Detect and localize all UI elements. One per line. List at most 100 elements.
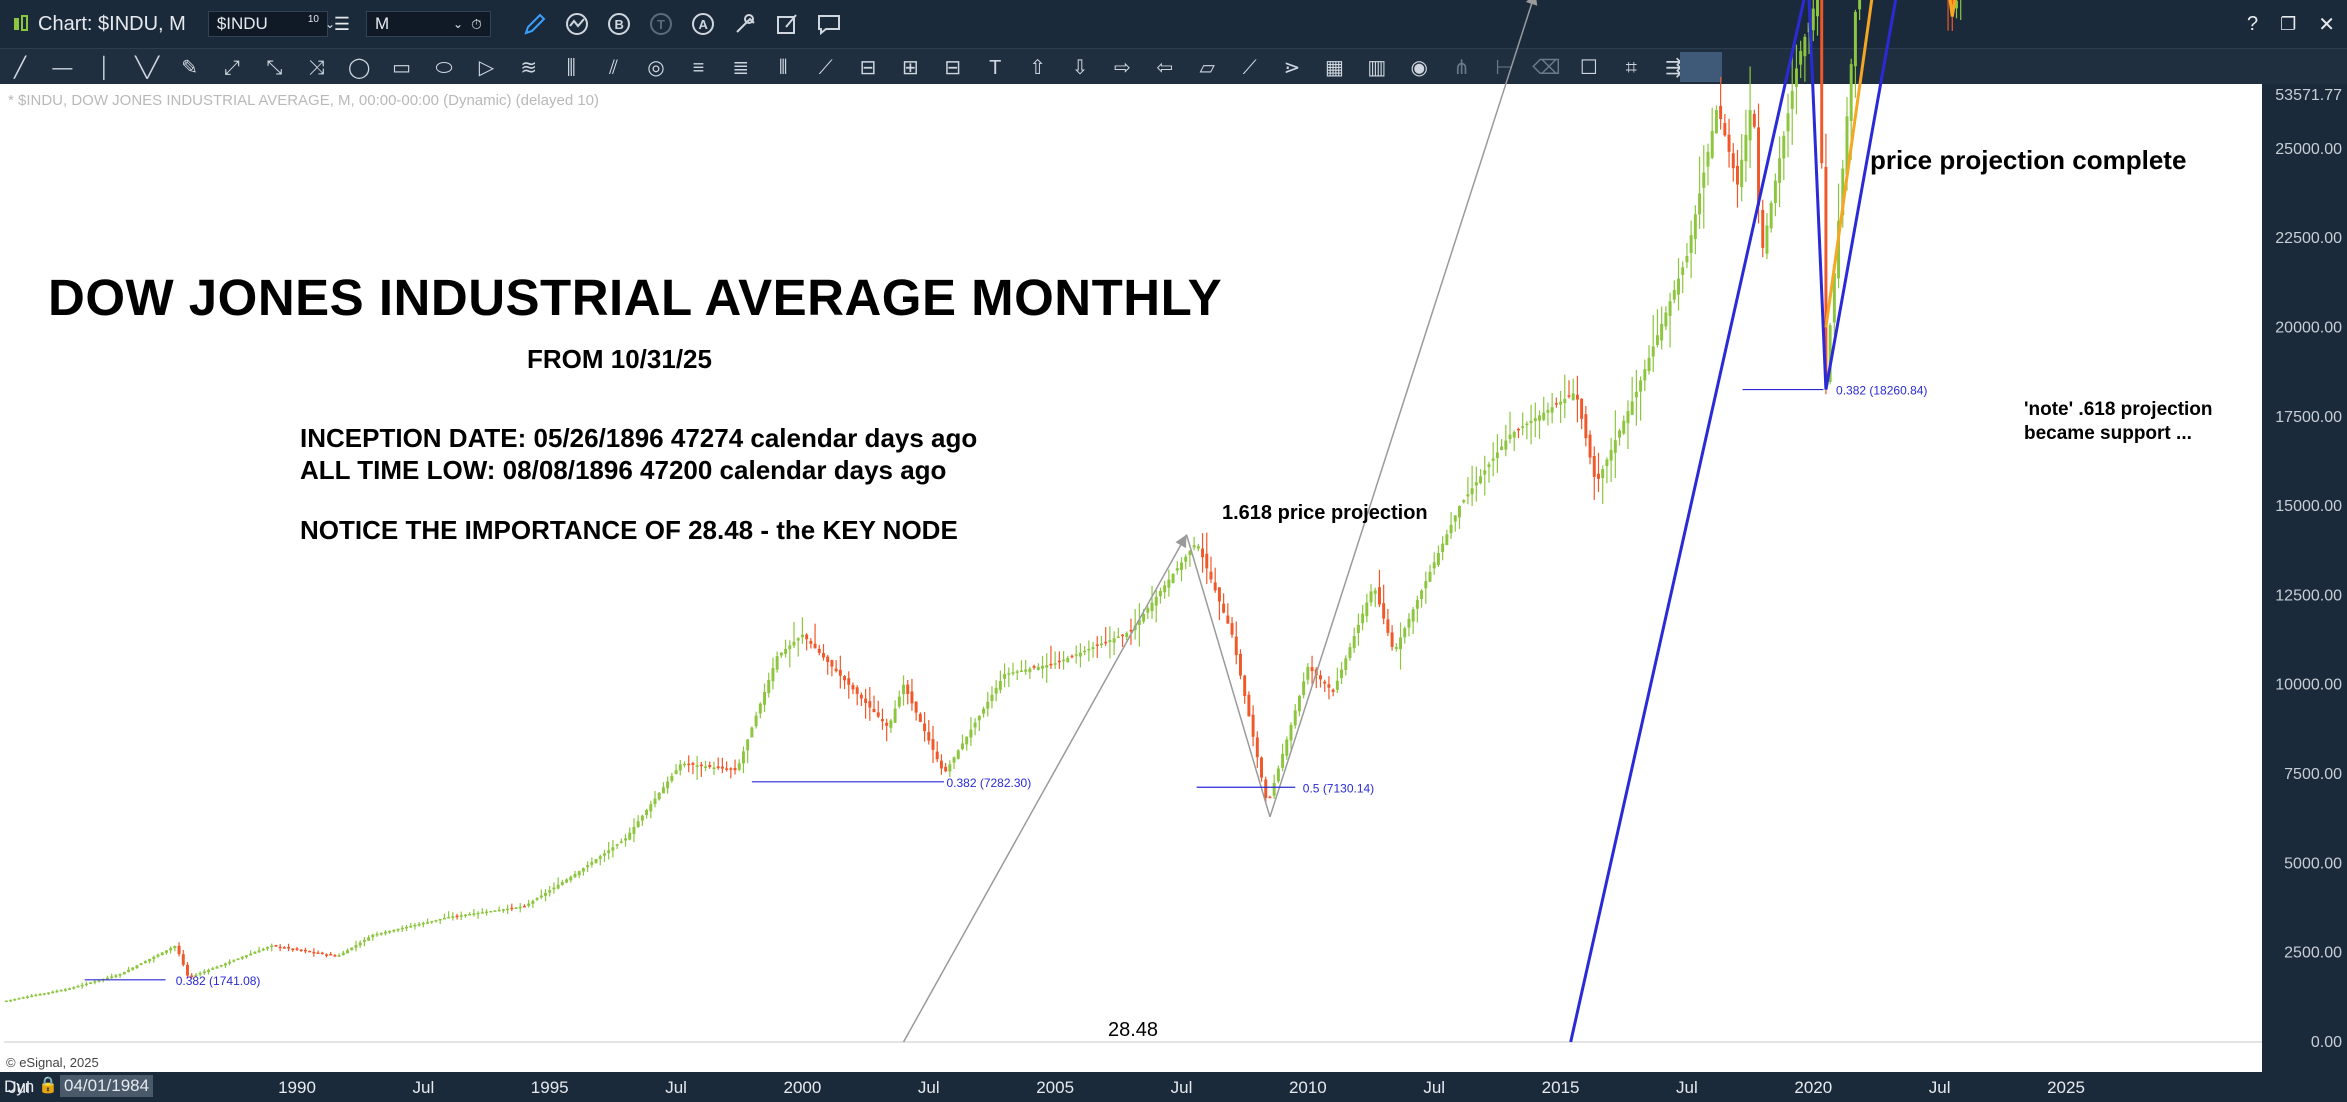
candle-body — [1529, 420, 1533, 424]
candle-body — [1731, 153, 1735, 169]
chevron-down-icon[interactable]: ⌄ — [452, 17, 464, 31]
candle-body — [1714, 110, 1718, 134]
candle-body — [1495, 452, 1499, 459]
candle-body — [320, 952, 324, 955]
candle-body — [902, 684, 905, 695]
time-tick-label: Jul — [412, 1078, 434, 1097]
t-icon[interactable]: T — [643, 6, 679, 42]
candle-body — [451, 916, 455, 918]
symbol-superscript: 10 — [307, 13, 319, 25]
candle-body — [1491, 458, 1495, 461]
candle-body — [1217, 587, 1221, 602]
fib-level-label: 0.5 (7130.14) — [1303, 781, 1374, 795]
list-icon[interactable]: ☰ — [333, 13, 350, 34]
time-tick-label: Jul — [1171, 1078, 1193, 1097]
b-icon[interactable]: B — [601, 6, 637, 42]
candle-body — [30, 995, 34, 998]
candle-body — [1681, 267, 1685, 275]
candle-body — [1799, 50, 1803, 65]
chevron-down-icon[interactable]: ⌄ — [324, 17, 336, 31]
candle-body — [105, 977, 109, 980]
candle-body — [1816, 0, 1819, 17]
dynamic-mode-label[interactable]: Dyn — [4, 1077, 35, 1096]
candle-body — [1407, 618, 1411, 628]
candle-body — [1660, 323, 1664, 341]
candle-body — [1348, 647, 1352, 658]
candle-body — [1441, 543, 1445, 553]
candle-body — [244, 955, 248, 958]
candle-body — [186, 964, 189, 976]
price-tick-label: 25000.00 — [2275, 141, 2342, 158]
candle-body — [173, 945, 177, 949]
candle-body — [636, 821, 640, 828]
candle-body — [1099, 643, 1103, 646]
drawing-tools-toolbar: ╱ — │ ╲╱ ✎ ⤢ ⤡ ⤨ ◯ ▭ ⬭ ▷ ≋ ⫼ ⫽ ◎ ≡ ≣ ⦀ ⟋ ⊟ ⊞ ⊟ T ⇧ ⇩ ⇨ ⇦ ▱ ⟋ ⋗ ▦ ▥ ◉ ⋔ ⊢ ⌫ ☐ ⌗… — [0, 48, 2347, 84]
start-date-label[interactable]: 04/01/1984 — [60, 1075, 154, 1097]
candle-body — [923, 723, 927, 732]
chat-icon[interactable] — [811, 6, 847, 42]
candle-body — [434, 919, 438, 922]
candle-body — [1672, 289, 1676, 300]
clock-icon[interactable]: ⏱ — [471, 15, 482, 32]
candle-body — [1761, 209, 1765, 248]
candle-body — [535, 898, 539, 900]
candle-body — [501, 909, 505, 911]
candle-body — [1293, 710, 1297, 726]
candle-body — [34, 994, 38, 997]
draw-pencil-icon[interactable] — [517, 6, 553, 42]
candle-body — [624, 838, 628, 841]
candle-body — [1222, 603, 1226, 613]
drawing-tool-icon: ✎ — [181, 57, 198, 79]
candle-body — [63, 989, 67, 991]
window-restore-icon[interactable]: ❐ — [2280, 13, 2297, 34]
svg-text:B: B — [614, 17, 623, 32]
candle-body — [358, 942, 362, 946]
drawing-tool-icon: ⬭ — [435, 57, 452, 79]
close-icon[interactable]: ✕ — [2318, 13, 2335, 36]
candle-body — [649, 804, 653, 812]
price-tick-label: 0.00 — [2311, 1034, 2342, 1051]
candle-body — [1820, 0, 1824, 164]
price-axis[interactable]: 0.00 2500.00 5000.00 7500.00 10000.00 12500.0… — [2262, 51, 2347, 1072]
candle-body — [367, 937, 371, 941]
candle-body — [779, 652, 783, 656]
drawing-tool-icon: ╲╱ — [134, 55, 160, 79]
candle-body — [177, 945, 181, 955]
drawing-tool-icon: ◉ — [1410, 57, 1427, 79]
interval-value: M — [374, 14, 390, 33]
time-tick-label: Jul — [8, 1078, 30, 1097]
candle-body — [602, 853, 606, 856]
candle-body — [788, 645, 792, 650]
drawing-tools-icons[interactable]: ╱ — │ ╲╱ ✎ ⤢ ⤡ ⤨ ◯ ▭ ⬭ ▷ ≋ ⫼ ⫽ ◎ ≡ ≣ ⦀ ⟋ ⊟ ⊞ ⊟ T ⇧ ⇩ ⇨ ⇦ ▱ ⟋ ⋗ ▦ ▥ ◉ ⋔ ⊢ ⌫ ☐ ⌗… — [0, 49, 2347, 85]
time-axis[interactable]: Dyn 🔒 04/01/1984 Jul 1990 Jul 1995 Jul 2000 Ju… — [0, 1072, 2347, 1102]
candle-body — [1689, 235, 1693, 253]
candle-body — [1542, 412, 1546, 420]
study-icon[interactable] — [559, 6, 595, 42]
candle-body — [1837, 220, 1841, 279]
a-icon[interactable]: A — [685, 6, 721, 42]
edit-icon[interactable] — [769, 6, 805, 42]
candle-body — [316, 952, 320, 954]
candle-body — [4, 1000, 8, 1003]
time-tick-label: 2010 — [1289, 1078, 1327, 1097]
candle-body — [1036, 666, 1040, 670]
candle-body — [135, 965, 139, 969]
candle-body — [59, 990, 63, 992]
interval-select[interactable]: M ⌄ ⏱ — [365, 11, 491, 37]
candle-body — [678, 764, 682, 771]
candle-body — [1019, 670, 1023, 672]
drawing-tool-icon: ⊞ — [902, 57, 919, 79]
candle-body — [485, 911, 489, 914]
chart-plot-area[interactable] — [4, 86, 2262, 1072]
wrench-icon[interactable] — [727, 6, 763, 42]
candle-body — [47, 992, 50, 994]
candle-body — [1356, 624, 1360, 634]
candle-body — [653, 798, 657, 805]
symbol-input[interactable]: $INDU 10 ⌄ — [207, 11, 335, 37]
candle-body — [893, 708, 897, 723]
lock-icon[interactable]: 🔒 — [38, 1077, 58, 1094]
help-icon[interactable]: ? — [2246, 12, 2259, 35]
candle-body — [1436, 553, 1440, 565]
candle-body — [897, 696, 901, 707]
